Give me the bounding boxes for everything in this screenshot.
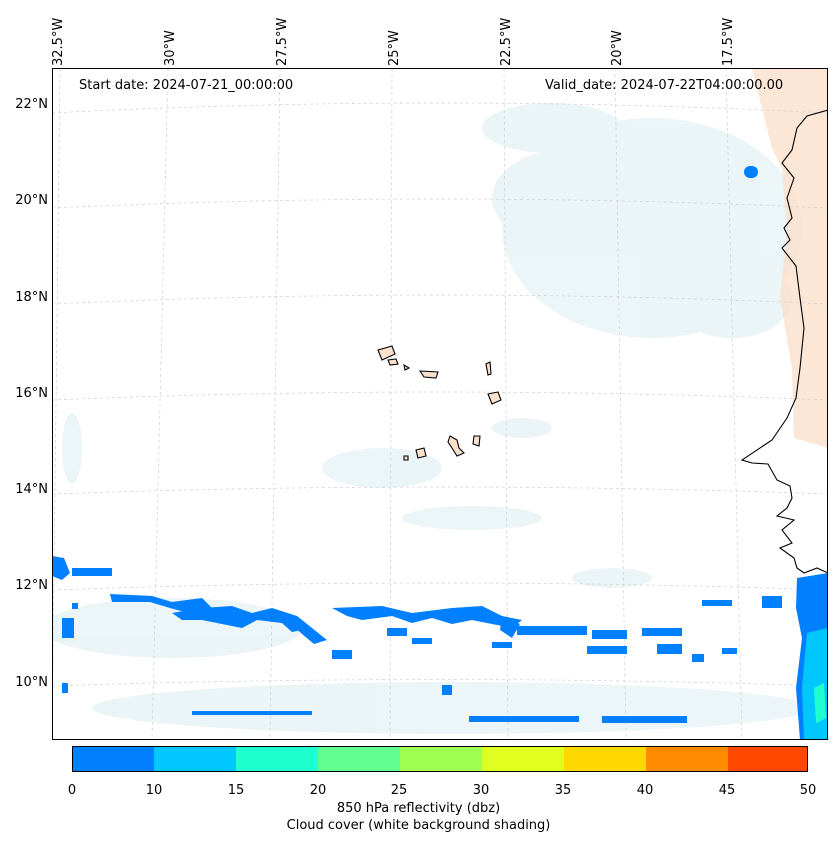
colorbar-tick: 20 (309, 783, 327, 798)
colorbar-subtitle: Cloud cover (white background shading) (286, 818, 551, 833)
colorbar-segment-40-45 (646, 746, 728, 772)
colorbar-segment-15-20 (236, 746, 318, 772)
lat-label-20n: 20°N (15, 193, 48, 208)
lat-label-12n: 12°N (15, 578, 48, 593)
lon-label-22-5w: 22.5°W (499, 17, 514, 66)
colorbar-tick: 0 (67, 783, 77, 798)
colorbar-segment-30-35 (482, 746, 564, 772)
colorbar (72, 746, 808, 772)
lat-label-18n: 18°N (15, 290, 48, 305)
map-panel (52, 68, 828, 740)
cloud-cover-shading (52, 103, 812, 734)
lon-label-30w: 30°W (163, 30, 178, 66)
colorbar-tick: 50 (799, 783, 817, 798)
colorbar-segment-0-10 (72, 746, 154, 772)
lat-label-10n: 10°N (15, 675, 48, 690)
colorbar-tick: 40 (636, 783, 654, 798)
colorbar-segment-35-40 (564, 746, 646, 772)
colorbar-tick: 35 (554, 783, 572, 798)
lat-label-22n: 22°N (15, 97, 48, 112)
colorbar-tick: 45 (718, 783, 736, 798)
start-date-label: Start date: 2024-07-21_00:00:00 (79, 78, 294, 93)
lon-label-25w: 25°W (387, 30, 402, 66)
coastline (740, 109, 828, 574)
lon-label-20w: 20°W (610, 30, 625, 66)
lat-label-16n: 16°N (15, 386, 48, 401)
lon-label-17-5w: 17.5°W (721, 17, 736, 66)
colorbar-tick: 30 (472, 783, 490, 798)
lon-label-27-5w: 27.5°W (275, 17, 290, 66)
reflectivity-strong-areas (802, 628, 828, 740)
lat-label-14n: 14°N (15, 482, 48, 497)
colorbar-tick: 15 (227, 783, 245, 798)
colorbar-segment-10-15 (154, 746, 236, 772)
colorbar-tick: 25 (390, 783, 408, 798)
colorbar-tick: 10 (145, 783, 163, 798)
colorbar-segment-45-50 (728, 746, 808, 772)
lon-label-32-5w: 32.5°W (51, 17, 66, 66)
colorbar-segment-25-30 (400, 746, 482, 772)
valid-date-label: Valid_date: 2024-07-22T04:00:00.00 (545, 78, 784, 93)
colorbar-title: 850 hPa reflectivity (dbz) (336, 801, 501, 816)
colorbar-segment-20-25 (318, 746, 400, 772)
cape-verde-islands (377, 345, 502, 461)
